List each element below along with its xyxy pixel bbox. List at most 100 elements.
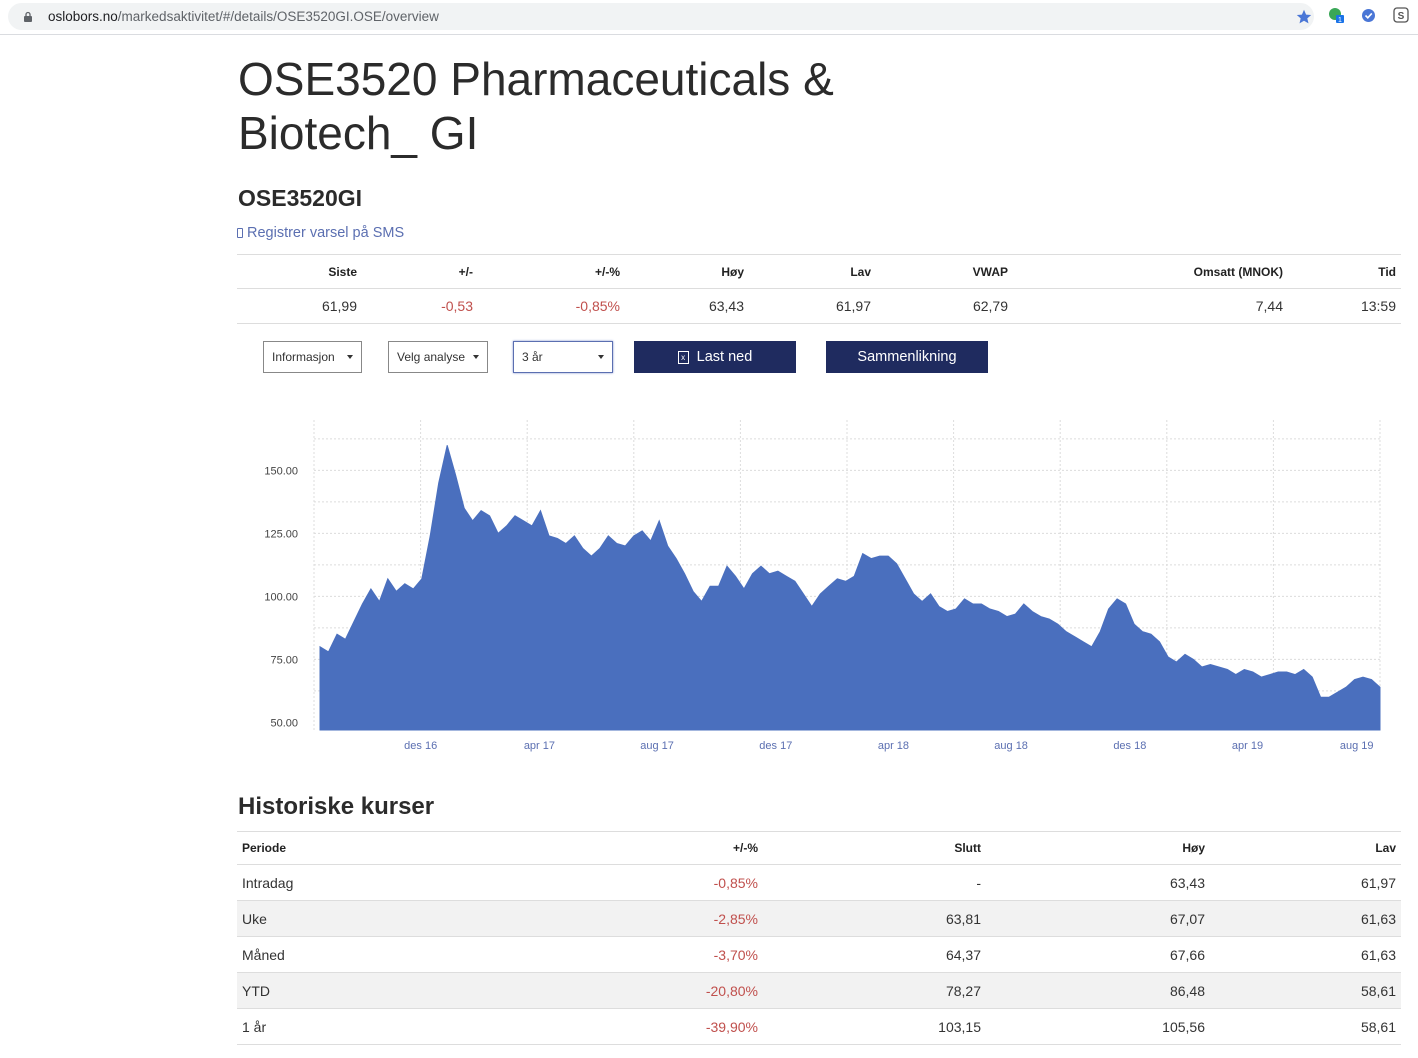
download-button-label: Last ned	[696, 349, 753, 365]
history-header: Periode	[237, 831, 537, 865]
history-table: Periode +/-% Slutt Høy Lav Intradag -0,8…	[237, 831, 1401, 1045]
y-axis-tick-label: 75.00	[270, 654, 298, 666]
quote-header: +/-%	[478, 254, 625, 289]
analysis-dropdown[interactable]: Velg analyse	[388, 341, 488, 373]
extension-check-icon[interactable]	[1361, 8, 1376, 23]
bookmark-star-icon[interactable]	[1295, 8, 1313, 26]
history-low: 61,97	[1210, 864, 1401, 901]
history-low: 61,63	[1210, 900, 1401, 937]
history-row: YTD -20,80% 78,27 86,48 58,61	[237, 972, 1401, 1009]
history-high: 86,48	[986, 972, 1210, 1009]
quote-table: Siste +/- +/-% Høy Lav VWAP Omsatt (MNOK…	[237, 254, 1401, 324]
quote-change: -0,53	[362, 288, 478, 324]
info-dropdown[interactable]: Informasjon	[263, 341, 362, 373]
history-header: Lav	[1210, 831, 1401, 865]
history-title: Historiske kurser	[238, 793, 435, 820]
history-header-row: Periode +/-% Slutt Høy Lav	[237, 831, 1401, 865]
quote-high: 63,43	[625, 288, 749, 324]
history-close: -	[763, 864, 986, 901]
history-close: 64,37	[763, 936, 986, 973]
x-axis-tick-label: aug 17	[640, 740, 674, 752]
quote-vwap: 62,79	[876, 288, 1013, 324]
x-axis-tick-label: apr 19	[1232, 740, 1263, 752]
url-path: /markedsaktivitet/#/details/OSE3520GI.OS…	[117, 9, 439, 24]
x-axis-tick-label: apr 18	[878, 740, 909, 752]
lock-icon	[24, 11, 32, 22]
history-close: 103,15	[763, 1008, 986, 1045]
history-close: 78,27	[763, 972, 986, 1009]
quote-header: Omsatt (MNOK)	[1013, 254, 1288, 289]
quote-change-pct: -0,85%	[478, 288, 625, 324]
caret-down-icon	[473, 355, 479, 359]
extension-badge: 1	[1338, 17, 1342, 23]
phone-icon	[237, 228, 243, 238]
page-title: OSE3520 Pharmaceuticals & Biotech_ GI	[238, 53, 834, 159]
period-dropdown-label: 3 år	[522, 350, 543, 364]
x-axis-tick-label: aug 19	[1340, 740, 1374, 752]
quote-header: Høy	[625, 254, 749, 289]
quote-low: 61,97	[749, 288, 876, 324]
history-row: Måned -3,70% 64,37 67,66 61,63	[237, 936, 1401, 973]
history-change-pct: -20,80%	[537, 972, 763, 1009]
sms-alert-link[interactable]: Registrer varsel på SMS	[237, 225, 404, 241]
quote-time: 13:59	[1288, 288, 1401, 324]
url-domain: oslobors.no	[48, 9, 118, 24]
history-period: 1 år	[237, 1008, 537, 1045]
price-area-series	[319, 445, 1381, 731]
caret-down-icon	[347, 355, 353, 359]
quote-last: 61,99	[237, 288, 362, 324]
history-period: Intradag	[237, 864, 537, 901]
history-header: +/-%	[537, 831, 763, 865]
period-dropdown[interactable]: 3 år	[513, 341, 613, 373]
history-low: 58,61	[1210, 1008, 1401, 1045]
history-header: Høy	[986, 831, 1210, 865]
history-row: 1 år -39,90% 103,15 105,56 58,61	[237, 1008, 1401, 1045]
extension-green-icon[interactable]: 1	[1328, 7, 1344, 23]
history-low: 58,61	[1210, 972, 1401, 1009]
analysis-dropdown-label: Velg analyse	[397, 350, 466, 364]
compare-button-label: Sammenlikning	[857, 349, 957, 365]
history-change-pct: -3,70%	[537, 936, 763, 973]
price-chart[interactable]: 150.00 125.00 100.00 75.00 50.00 des 16 apr 17…	[250, 410, 1390, 760]
quote-header: VWAP	[876, 254, 1013, 289]
history-change-pct: -39,90%	[537, 1008, 763, 1045]
history-high: 67,07	[986, 900, 1210, 937]
quote-header: Lav	[749, 254, 876, 289]
quote-values-row: 61,99 -0,53 -0,85% 63,43 61,97 62,79 7,4…	[237, 288, 1401, 324]
address-bar[interactable]: oslobors.no/markedsaktivitet/#/details/O…	[8, 3, 1314, 30]
extension-s-icon[interactable]: S	[1393, 7, 1409, 23]
x-axis-tick-label: des 16	[404, 740, 437, 752]
quote-header: Siste	[237, 254, 362, 289]
excel-file-icon: x	[677, 350, 689, 364]
quote-header: Tid	[1288, 254, 1401, 289]
history-low: 61,63	[1210, 936, 1401, 973]
caret-down-icon	[598, 355, 604, 359]
compare-button[interactable]: Sammenlikning	[826, 341, 988, 373]
history-row: Intradag -0,85% - 63,43 61,97	[237, 864, 1401, 901]
download-button[interactable]: x Last ned	[634, 341, 796, 373]
history-period: YTD	[237, 972, 537, 1009]
history-change-pct: -0,85%	[537, 864, 763, 901]
history-period: Uke	[237, 900, 537, 937]
history-change-pct: -2,85%	[537, 900, 763, 937]
x-axis-tick-label: des 17	[759, 740, 792, 752]
history-close: 63,81	[763, 900, 986, 937]
y-axis-tick-label: 125.00	[264, 528, 298, 540]
sms-alert-label: Registrer varsel på SMS	[247, 225, 405, 241]
ticker-symbol: OSE3520GI	[238, 185, 363, 211]
history-high: 63,43	[986, 864, 1210, 901]
info-dropdown-label: Informasjon	[272, 350, 335, 364]
history-high: 105,56	[986, 1008, 1210, 1045]
y-axis-tick-label: 150.00	[264, 465, 298, 477]
history-period: Måned	[237, 936, 537, 973]
svg-text:S: S	[1398, 11, 1405, 22]
quote-turnover: 7,44	[1013, 288, 1288, 324]
browser-toolbar: oslobors.no/markedsaktivitet/#/details/O…	[0, 0, 1418, 35]
url-text: oslobors.no/markedsaktivitet/#/details/O…	[48, 9, 439, 24]
history-header: Slutt	[763, 831, 986, 865]
quote-header: +/-	[362, 254, 478, 289]
y-axis-tick-label: 50.00	[270, 717, 298, 729]
x-axis-tick-label: apr 17	[524, 740, 555, 752]
history-high: 67,66	[986, 936, 1210, 973]
x-axis-tick-label: aug 18	[994, 740, 1028, 752]
